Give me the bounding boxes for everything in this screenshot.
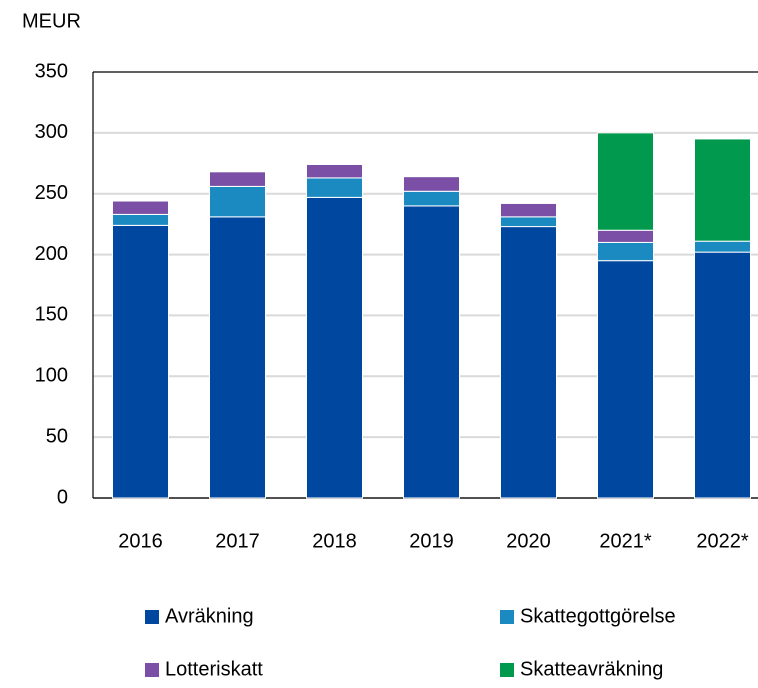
bar-segment (694, 138, 751, 242)
x-tick-label: 2019 (409, 530, 454, 552)
axis-unit: MEUR (22, 10, 81, 32)
legend-label: Skatteavräkning (520, 658, 663, 680)
bar-segment (597, 260, 654, 499)
bar-segment (112, 224, 169, 499)
bar-segment (500, 202, 557, 218)
bar-segment (597, 241, 654, 262)
bar-segment (403, 176, 460, 192)
y-tick-label: 300 (35, 121, 68, 143)
bar-segment (403, 190, 460, 207)
legend-label: Lotteriskatt (165, 658, 263, 680)
bar-segment (209, 185, 266, 218)
legend-swatch (145, 610, 159, 624)
y-tick-label: 200 (35, 243, 68, 265)
x-tick-label: 2018 (312, 530, 357, 552)
legend-label: Avräkning (165, 605, 254, 627)
bar-segment (694, 240, 751, 253)
x-tick-label: 2017 (215, 530, 260, 552)
x-tick-label: 2021* (599, 530, 651, 552)
bar-segment (112, 200, 169, 215)
bar-segment (597, 229, 654, 243)
bar-segment (306, 196, 363, 499)
bar-segment (500, 226, 557, 499)
bar-segment (209, 171, 266, 187)
bar-segment (597, 132, 654, 231)
x-tick-label: 2016 (118, 530, 163, 552)
y-tick-label: 150 (35, 304, 68, 326)
bar-segment (209, 216, 266, 499)
bar-segment (112, 213, 169, 226)
legend-label: Skattegottgörelse (520, 605, 676, 627)
bar-segment (500, 216, 557, 228)
x-tick-label: 2020 (506, 530, 551, 552)
y-tick-label: 0 (57, 486, 68, 508)
bar-segment (694, 251, 751, 499)
bar-segment (306, 177, 363, 198)
legend-swatch (145, 663, 159, 677)
y-tick-label: 250 (35, 182, 68, 204)
legend-swatch (500, 610, 514, 624)
x-tick-label: 2022* (696, 530, 748, 552)
y-tick-label: 100 (35, 365, 68, 387)
y-tick-label: 50 (46, 425, 68, 447)
y-tick-label: 350 (35, 60, 68, 82)
bar-segment (306, 164, 363, 179)
legend-swatch (500, 663, 514, 677)
bar-segment (403, 205, 460, 499)
